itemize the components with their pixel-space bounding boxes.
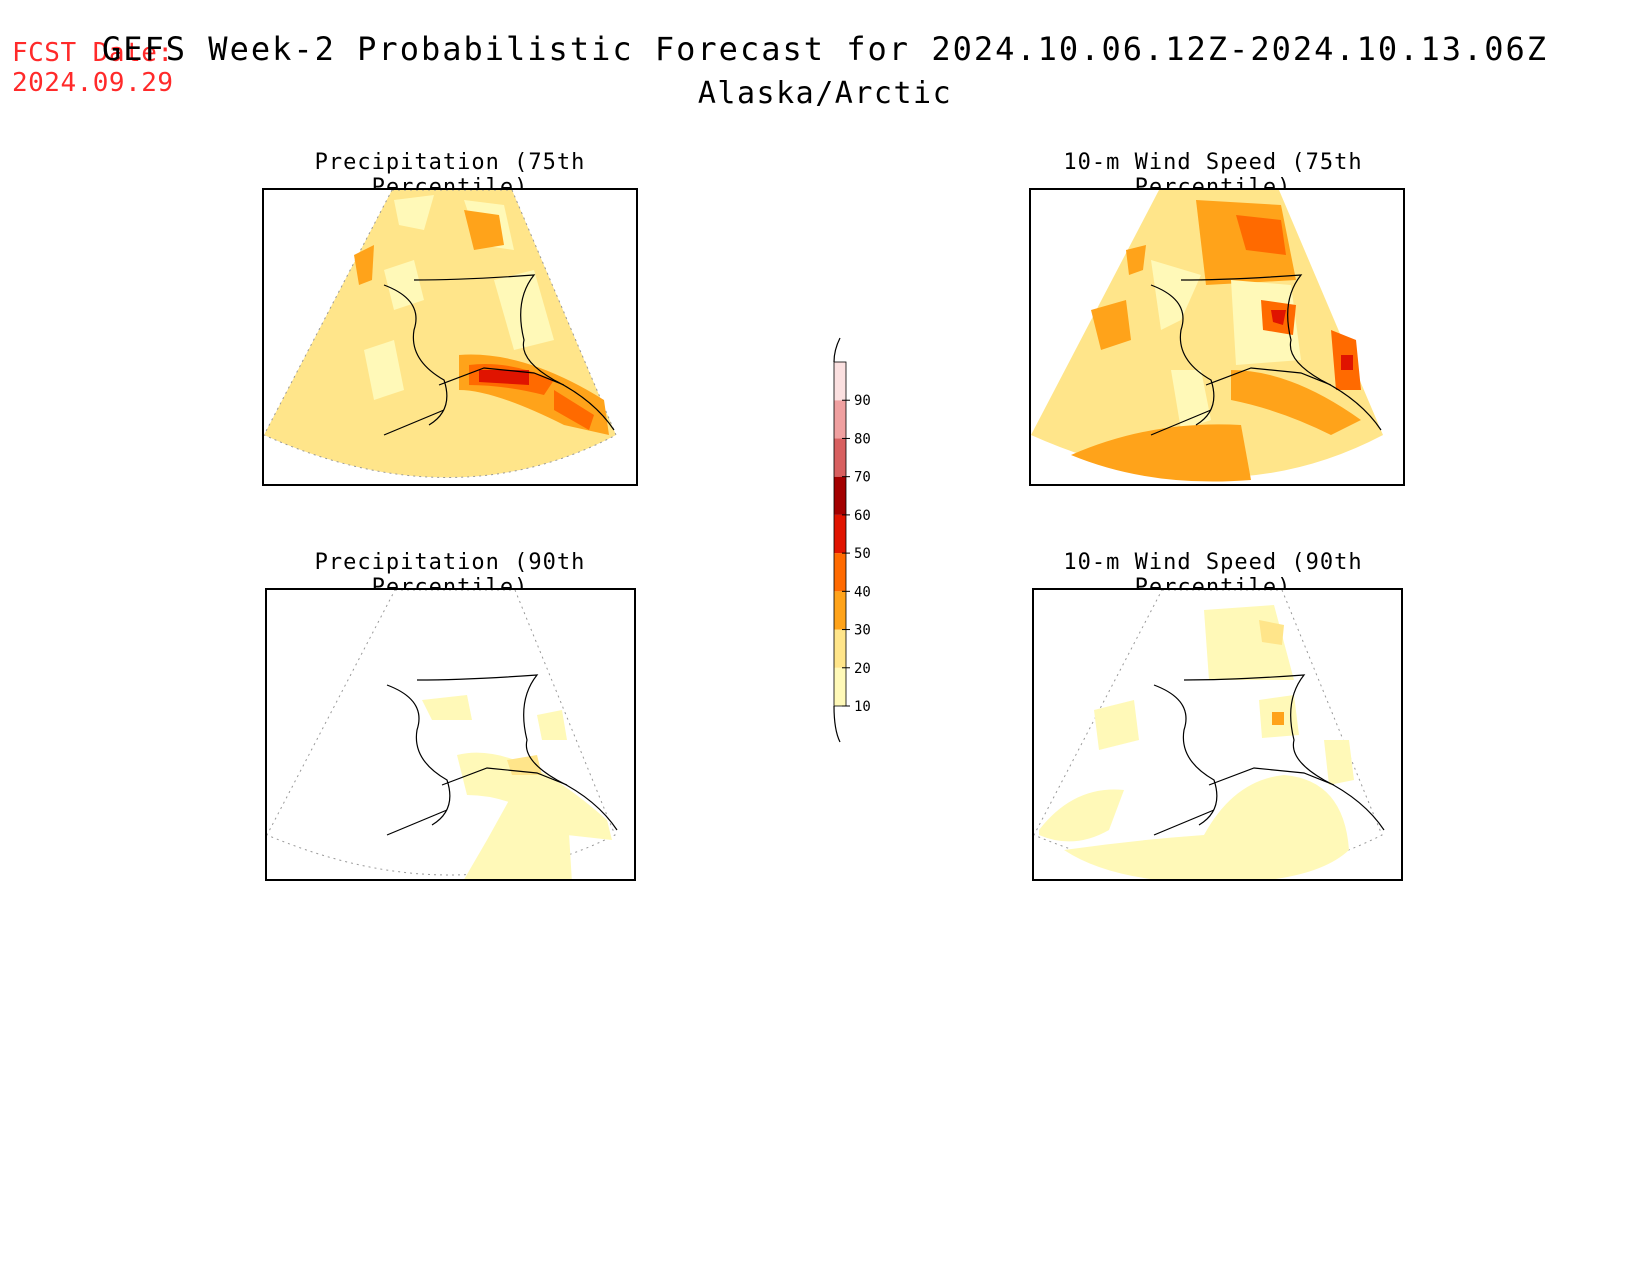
legend-swatch-30 bbox=[834, 591, 846, 630]
region-subtitle: Alaska/Arctic bbox=[697, 76, 953, 111]
legend-label-50: 50 bbox=[854, 546, 871, 562]
legend-label-60: 60 bbox=[854, 508, 871, 524]
legend-label-40: 40 bbox=[854, 584, 871, 600]
page-title: GEFS Week-2 Probabilistic Forecast for 2… bbox=[101, 30, 1549, 68]
forecast-date: FCST Date: 2024.09.29 bbox=[12, 38, 174, 98]
forecast-date-label: FCST Date: bbox=[12, 38, 174, 68]
legend-swatch-90 bbox=[834, 362, 846, 401]
legend-label-10: 10 bbox=[854, 699, 871, 715]
legend-bottom-cap bbox=[833, 705, 841, 743]
legend-swatch-60 bbox=[834, 476, 846, 515]
legend-label-20: 20 bbox=[854, 661, 871, 677]
map-wind-75 bbox=[1029, 188, 1405, 486]
legend-swatch-20 bbox=[834, 629, 846, 668]
forecast-date-value: 2024.09.29 bbox=[12, 68, 174, 98]
legend-outline bbox=[833, 361, 847, 707]
legend-swatch-10 bbox=[834, 667, 846, 706]
legend-swatch-70 bbox=[834, 438, 846, 477]
legend-swatch-40 bbox=[834, 553, 846, 592]
color-legend: 10 20 30 40 50 60 70 80 90 bbox=[820, 332, 900, 752]
legend-swatch-50 bbox=[834, 514, 846, 554]
legend-label-80: 80 bbox=[854, 431, 871, 447]
legend-label-70: 70 bbox=[854, 470, 871, 486]
legend-label-30: 30 bbox=[854, 623, 871, 639]
panel-title-precip-90: Precipitation (90th Percentile) bbox=[314, 550, 586, 600]
legend-label-90: 90 bbox=[854, 393, 871, 409]
map-precip-75 bbox=[262, 188, 638, 486]
legend-swatch-80 bbox=[834, 400, 846, 439]
legend-top-cap bbox=[833, 337, 841, 363]
map-wind-90 bbox=[1032, 588, 1403, 881]
map-precip-90 bbox=[265, 588, 636, 881]
